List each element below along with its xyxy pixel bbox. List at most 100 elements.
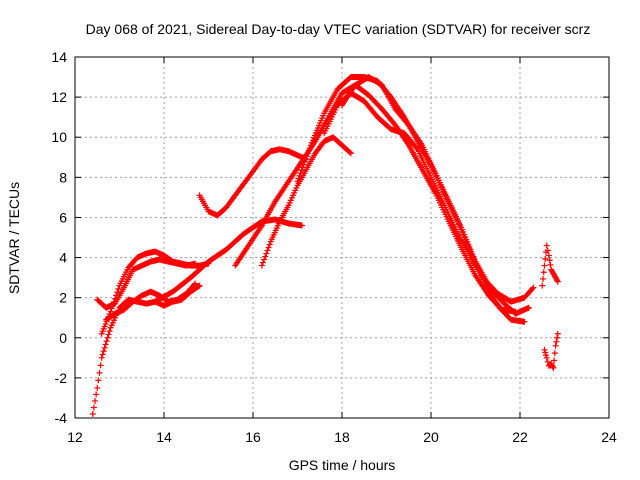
- data-point: [543, 242, 550, 249]
- data-point: [106, 328, 113, 335]
- data-point: [303, 153, 310, 160]
- data-point: [543, 354, 550, 361]
- data-point: [298, 167, 305, 174]
- x-tick-label: 24: [601, 429, 617, 445]
- data-point: [545, 252, 552, 259]
- data-point: [539, 282, 546, 289]
- x-tick-label: 22: [512, 429, 528, 445]
- data-point: [540, 269, 547, 276]
- data-point: [109, 302, 116, 309]
- data-point: [261, 256, 268, 263]
- chart-title: Day 068 of 2021, Sidereal Day-to-day VTE…: [86, 21, 591, 37]
- y-tick-label: 2: [59, 290, 67, 306]
- data-point: [89, 410, 96, 417]
- data-point: [265, 244, 272, 251]
- y-tick-label: 8: [59, 169, 67, 185]
- data-point: [95, 377, 102, 384]
- data-point: [101, 344, 108, 351]
- data-point: [305, 147, 312, 154]
- data-point: [263, 250, 270, 257]
- data-point: [299, 164, 306, 171]
- data-point: [97, 362, 104, 369]
- x-axis-label: GPS time / hours: [289, 457, 396, 473]
- data-point: [98, 354, 105, 361]
- data-point: [554, 277, 561, 284]
- data-point: [113, 292, 120, 299]
- y-tick-label: -2: [55, 370, 68, 386]
- data-point: [100, 348, 107, 355]
- data-point: [541, 262, 548, 269]
- data-point: [104, 334, 111, 341]
- data-point: [94, 384, 101, 391]
- data-point: [295, 175, 302, 182]
- y-tick-label: -4: [55, 410, 68, 426]
- series-arc-12: [539, 242, 561, 289]
- y-tick-label: 4: [59, 250, 67, 266]
- data-point: [195, 283, 202, 290]
- data-point: [346, 149, 353, 156]
- data-point: [547, 261, 554, 268]
- y-tick-label: 10: [51, 129, 67, 145]
- data-point: [554, 278, 561, 285]
- data-point: [544, 247, 551, 254]
- x-tick-label: 18: [334, 429, 350, 445]
- data-point: [115, 285, 122, 292]
- series-arc-13: [541, 330, 561, 371]
- data-point: [546, 257, 553, 264]
- data-point: [262, 253, 269, 260]
- data-point: [103, 338, 110, 345]
- data-point: [298, 222, 305, 229]
- data-point: [192, 280, 199, 287]
- x-tick-label: 14: [156, 429, 172, 445]
- series-arc-1: [89, 282, 203, 417]
- series-arc-10: [321, 90, 537, 305]
- data-point: [191, 281, 198, 288]
- y-axis-label: SDTVAR / TECUs: [6, 182, 22, 294]
- data-point: [92, 397, 99, 404]
- data-point: [413, 145, 420, 152]
- data-point: [105, 331, 112, 338]
- y-tick-label: 0: [59, 330, 67, 346]
- data-point: [552, 342, 559, 349]
- data-point: [296, 172, 303, 179]
- data-point: [347, 150, 354, 157]
- data-point: [554, 334, 561, 341]
- data-point: [549, 363, 556, 370]
- data-point: [302, 156, 309, 163]
- y-tick-label: 12: [51, 89, 67, 105]
- data-point: [96, 369, 103, 376]
- data-point: [102, 341, 109, 348]
- series-arc-7: [258, 134, 354, 269]
- data-point: [550, 364, 557, 371]
- data-point: [542, 349, 549, 356]
- x-tick-label: 20: [423, 429, 439, 445]
- grid: [75, 57, 609, 418]
- x-tick-label: 16: [245, 429, 261, 445]
- data-point: [306, 145, 313, 152]
- data-point: [258, 262, 265, 269]
- data-point: [521, 318, 528, 325]
- data-point: [539, 275, 546, 282]
- data-point: [99, 351, 106, 358]
- data-point: [542, 352, 549, 359]
- data-point: [108, 305, 115, 312]
- data-point: [114, 289, 121, 296]
- x-tick-label: 12: [67, 429, 83, 445]
- data-point: [260, 259, 267, 266]
- data-point: [112, 295, 119, 302]
- data-points: [89, 74, 561, 417]
- data-point: [551, 357, 558, 364]
- data-point: [542, 255, 549, 262]
- y-tick-label: 14: [51, 49, 67, 65]
- data-point: [551, 350, 558, 357]
- data-point: [525, 304, 532, 311]
- data-point: [553, 338, 560, 345]
- series-arc-6: [196, 146, 310, 219]
- data-point: [90, 404, 97, 411]
- data-point: [196, 282, 203, 289]
- data-point: [264, 247, 271, 254]
- data-point: [300, 161, 307, 168]
- data-point: [530, 284, 537, 291]
